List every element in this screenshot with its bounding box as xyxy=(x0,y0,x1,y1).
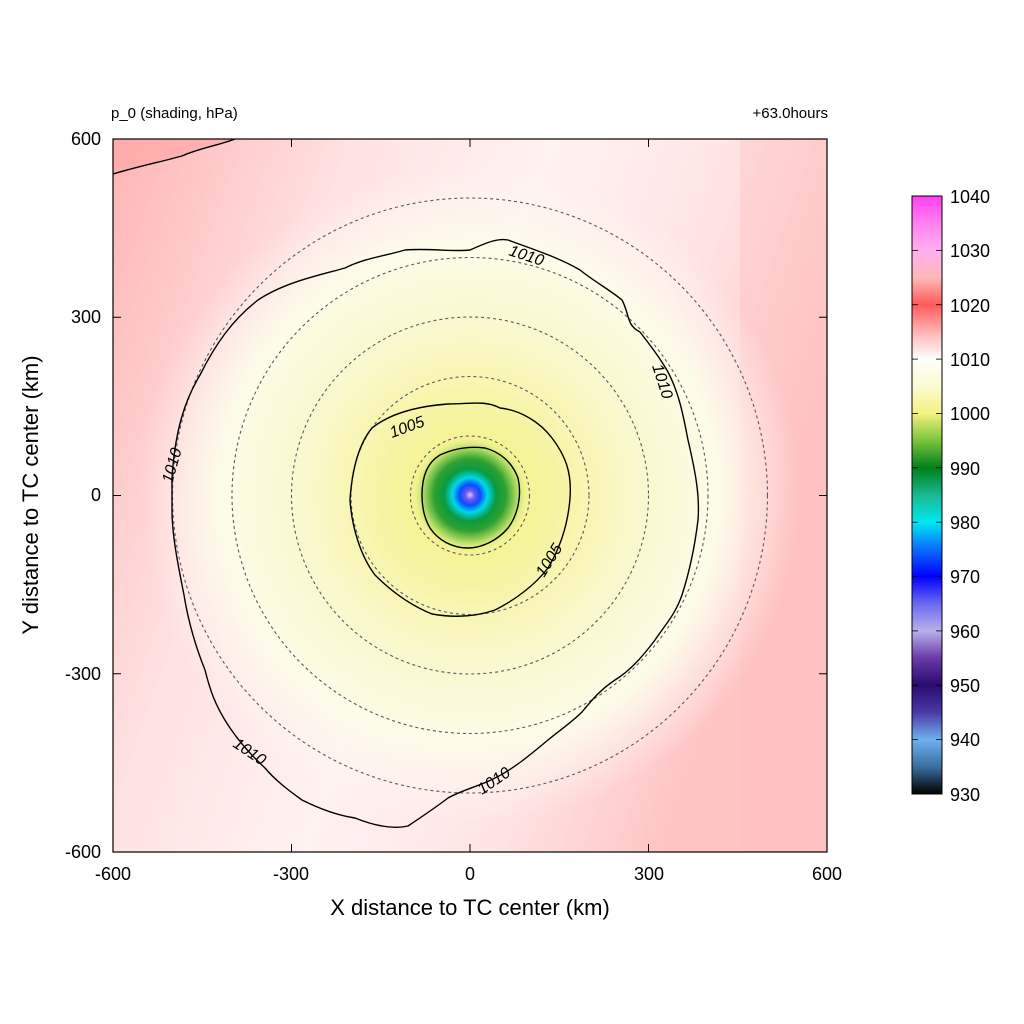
colorbar-frame xyxy=(911,195,943,795)
reference-circle xyxy=(409,435,531,556)
x-tick-label: 0 xyxy=(465,864,475,884)
contour-1005 xyxy=(349,402,572,617)
colorbar-label: 950 xyxy=(950,676,980,696)
y-tick-label: -300 xyxy=(65,664,101,684)
reference-circle xyxy=(231,256,709,735)
y-axis-title: Y distance to TC center (km) xyxy=(18,355,43,634)
axis-ticks xyxy=(112,138,828,853)
colorbar-label: 1000 xyxy=(950,404,990,424)
y-tick-label: 300 xyxy=(71,307,101,327)
reference-circle xyxy=(290,316,650,675)
x-axis-title: X distance to TC center (km) xyxy=(330,895,610,920)
colorbar-label: 940 xyxy=(950,730,980,750)
colorbar-label: 930 xyxy=(950,785,980,805)
plot-area: 1010 1010 1010 1010 1010 1005 1005 xyxy=(113,139,827,852)
storm-core xyxy=(412,437,528,553)
x-tick-label: 300 xyxy=(634,864,664,884)
colorbar-ticks xyxy=(912,195,942,795)
colorbar-label: 1010 xyxy=(950,350,990,370)
colorbar-label: 1020 xyxy=(950,296,990,316)
colorbar-label: 960 xyxy=(950,622,980,642)
y-tick-label: 0 xyxy=(91,485,101,505)
x-tick-label: 600 xyxy=(812,864,842,884)
colorbar-label: 990 xyxy=(950,459,980,479)
field-title: p_0 (shading, hPa) xyxy=(111,105,238,122)
time-label: +63.0hours xyxy=(753,105,828,122)
colorbar-label: 1040 xyxy=(950,187,990,207)
colorbar-label: 980 xyxy=(950,513,980,533)
colorbar-label: 1030 xyxy=(950,241,990,261)
colorbar-fill xyxy=(912,196,942,794)
x-tick-label: -600 xyxy=(95,864,131,884)
x-tick-label: -300 xyxy=(273,864,309,884)
colorbar-label: 970 xyxy=(950,567,980,587)
contour-1010-outer xyxy=(171,238,700,828)
contour-1000 xyxy=(421,446,521,549)
y-tick-label: -600 xyxy=(65,842,101,862)
y-tick-label: 600 xyxy=(71,129,101,149)
reference-circle xyxy=(171,197,769,794)
colorbar: 1040 1030 1020 1010 1000 990 980 970 960… xyxy=(911,187,990,805)
contour-1010-corner xyxy=(113,139,236,175)
